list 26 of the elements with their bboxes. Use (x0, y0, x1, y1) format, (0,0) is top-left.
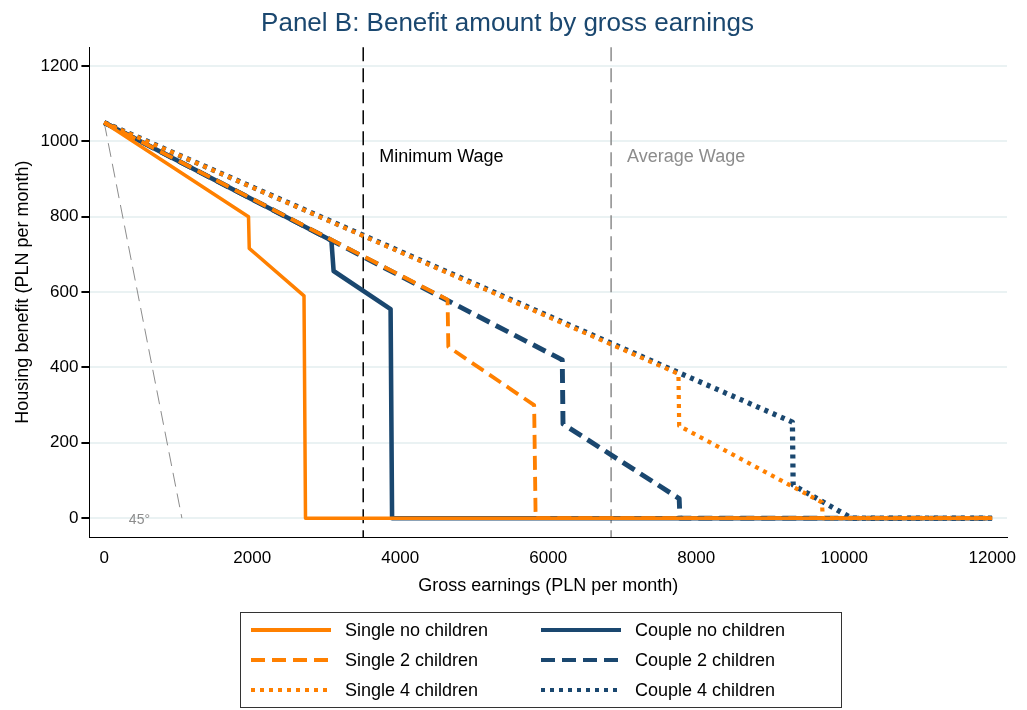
y-axis-title: Housing benefit (PLN per month) (11, 160, 32, 424)
x-tick-label: 8000 (677, 547, 716, 567)
y-tick-label: 800 (50, 206, 79, 226)
legend-label: Single no children (345, 619, 489, 641)
x-tick-label: 10000 (820, 547, 868, 567)
y-tick-label: 600 (50, 281, 79, 301)
y-tick-label: 1200 (40, 55, 79, 75)
ref-line-label: Minimum Wage (379, 146, 504, 167)
legend-label: Single 4 children (345, 679, 479, 701)
chart-title: Panel B: Benefit amount by gross earnings (261, 6, 754, 37)
y-tick-label: 1000 (40, 131, 79, 151)
ref-line-label: Average Wage (627, 146, 746, 167)
x-tick-label: 12000 (968, 547, 1016, 567)
x-axis-title: Gross earnings (PLN per month) (418, 575, 679, 596)
x-tick-label: 6000 (529, 547, 568, 567)
x-tick-label: 0 (99, 547, 109, 567)
legend-label: Couple 2 children (635, 649, 776, 671)
annotation: 45° (128, 510, 150, 527)
y-tick-label: 400 (50, 357, 79, 377)
y-tick-label: 0 (68, 507, 79, 527)
x-tick-label: 2000 (233, 547, 272, 567)
x-tick-label: 4000 (381, 547, 420, 567)
legend-label: Single 2 children (345, 649, 479, 671)
legend-label: Couple no children (635, 619, 786, 641)
y-tick-label: 200 (50, 432, 79, 452)
legend-label: Couple 4 children (635, 679, 776, 701)
